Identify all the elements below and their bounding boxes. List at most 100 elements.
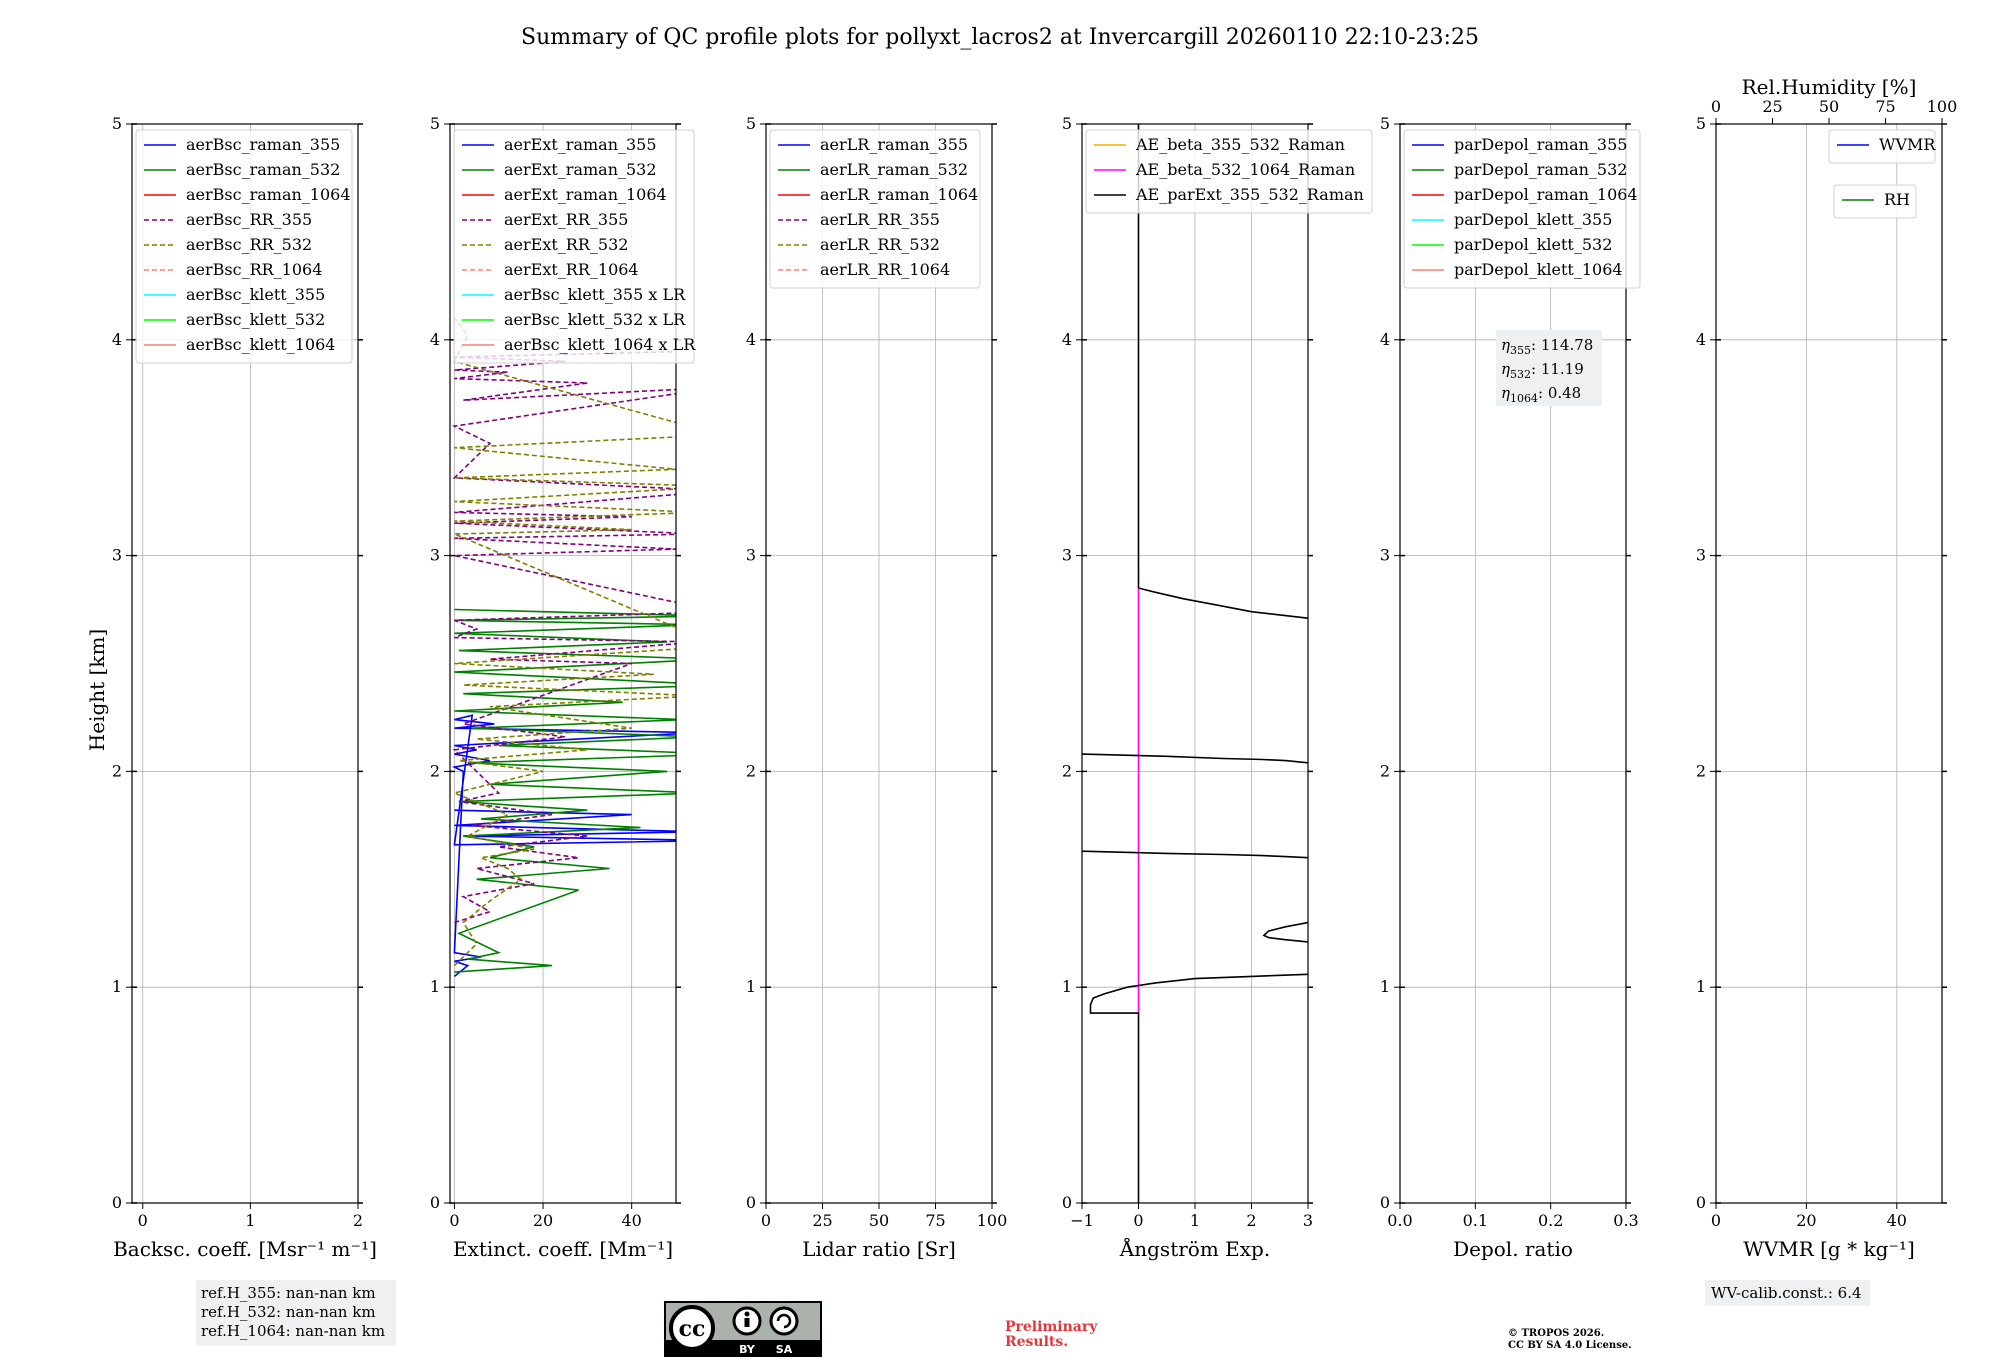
ref-h-1064: ref.H_1064: nan-nan km	[201, 1322, 385, 1340]
x-tick-label: 2	[1246, 1211, 1256, 1230]
x-tick-label: 40	[622, 1211, 642, 1230]
legend-entry: parDepol_raman_1064	[1454, 185, 1638, 204]
x-axis-label: WVMR [g * kg⁻¹]	[1743, 1237, 1915, 1261]
y-tick-label: 3	[1696, 546, 1706, 565]
y-tick-label: 5	[112, 114, 122, 133]
y-tick-label: 1	[430, 977, 440, 996]
y-tick-label: 1	[1696, 977, 1706, 996]
legend-entry: parDepol_klett_1064	[1454, 260, 1623, 279]
y-tick-label: 3	[1062, 546, 1072, 565]
axes-frame	[1399, 123, 1627, 1204]
x-tick-label: 75	[925, 1211, 945, 1230]
y-tick-label: 0	[746, 1193, 756, 1212]
legend-entry: aerLR_raman_532	[820, 160, 968, 179]
wv-calib-text: WV-calib.const.: 6.4	[1711, 1284, 1862, 1302]
x-axis-label: Ångström Exp.	[1119, 1236, 1270, 1261]
x-tick-label: 0	[761, 1211, 771, 1230]
preliminary-text-1: Preliminary	[1005, 1319, 1098, 1335]
x-tick-label: 20	[1796, 1211, 1816, 1230]
axes-frame	[449, 123, 677, 1204]
legend-entry: aerBsc_klett_1064 x LR	[504, 335, 696, 354]
legend-rh-frame	[1833, 184, 1917, 219]
legend-frame	[1403, 129, 1641, 289]
x-tick-label: 1	[245, 1211, 255, 1230]
x-tick-label: 3	[1303, 1211, 1313, 1230]
sa-arrow-icon	[776, 1313, 792, 1329]
top-x-tick-label: 100	[1927, 97, 1958, 116]
legend-entry: aerBsc_klett_532 x LR	[504, 310, 686, 329]
x-tick-label: 25	[812, 1211, 832, 1230]
eta-entry: η532: 11.19	[1501, 360, 1584, 381]
preliminary-text-2: Results.	[1005, 1334, 1068, 1350]
y-tick-label: 4	[430, 330, 440, 349]
sa-share-icon	[769, 1306, 799, 1336]
x-axis-label: Extinct. coeff. [Mm⁻¹]	[453, 1237, 673, 1261]
series-line-AE_parExt_355_532_Raman	[1082, 753, 1308, 764]
ref-h-355: ref.H_355: nan-nan km	[201, 1284, 376, 1302]
axes-frame	[131, 123, 359, 1204]
legend-entry: parDepol_raman_355	[1454, 135, 1627, 154]
legend-entry: parDepol_klett_355	[1454, 210, 1612, 229]
y-tick-label: 1	[746, 977, 756, 996]
eta-entry: η355: 114.78	[1501, 336, 1593, 357]
legend-frame	[1828, 129, 1936, 164]
series-group	[451, 317, 676, 978]
legend-entry: aerBsc_klett_355	[186, 285, 325, 304]
y-tick-label: 0	[112, 1193, 122, 1212]
y-tick-label: 4	[1696, 330, 1706, 349]
y-tick-label: 2	[1062, 761, 1072, 780]
eta-value: : 11.19	[1531, 360, 1584, 378]
y-tick-label: 4	[112, 330, 122, 349]
series-line-AE_parExt_355_532_Raman	[1082, 850, 1308, 859]
legend-frame	[1085, 129, 1373, 214]
legend-entry: aerExt_RR_532	[504, 235, 628, 254]
by-person-head	[744, 1311, 750, 1317]
wv-calib-box-bg	[1705, 1280, 1870, 1306]
copyright-line-1: © TROPOS 2026.	[1508, 1328, 1604, 1339]
legend-entry: aerLR_raman_1064	[820, 185, 978, 204]
x-tick-label: 0	[1711, 1211, 1721, 1230]
x-tick-label: 100	[977, 1211, 1008, 1230]
x-tick-label: 0	[138, 1211, 148, 1230]
series-line-aerExt_RR_532	[451, 317, 676, 967]
eta-subscript: 355	[1510, 344, 1531, 357]
legend-frame	[135, 129, 353, 364]
ref-height-box: ref.H_355: nan-nan km ref.H_532: nan-nan…	[196, 1280, 396, 1346]
legend-entry: AE_beta_355_532_Raman	[1135, 135, 1345, 154]
y-tick-label: 4	[1380, 330, 1390, 349]
series-line-AE_parExt_355_532_Raman	[1138, 587, 1308, 619]
y-tick-label: 4	[746, 330, 756, 349]
x-tick-label: 50	[869, 1211, 889, 1230]
y-tick-label: 2	[112, 761, 122, 780]
eta-box	[1496, 330, 1602, 406]
legend-entry: aerLR_RR_532	[820, 235, 940, 254]
panel-3: 0 25 50 75 100 0 1 2 3 4 5 Lidar ratio [Sr] aerLR_ra…	[746, 114, 1007, 1261]
y-tick-label: 0	[430, 1193, 440, 1212]
x-axis-label: Depol. ratio	[1453, 1237, 1573, 1261]
x-tick-label: 40	[1887, 1211, 1907, 1230]
by-person-body	[744, 1318, 750, 1327]
top-x-tick-label: 50	[1819, 97, 1839, 116]
legend-entry: aerBsc_RR_532	[186, 235, 312, 254]
series-line-aerExt_raman_355	[451, 714, 676, 978]
y-tick-label: 2	[1696, 761, 1706, 780]
series-line-AE_parExt_355_532_Raman	[1089, 973, 1308, 1203]
panel-1: 0 1 2 0 1 2 3 4 5 Backsc. coeff. [Msr⁻¹ m⁻¹] aerBs…	[112, 114, 377, 1261]
y-tick-label: 1	[1062, 977, 1072, 996]
series-line-aerExt_raman_532	[454, 608, 676, 973]
legend-entry: parDepol_raman_532	[1454, 160, 1627, 179]
cc-logo-text: cc	[679, 1316, 706, 1342]
panel-6: 0 20 40 0 25 50 75 100 Rel.Humidity [%] 0 1 2 3 4 5 WVM…	[1696, 75, 1957, 1261]
y-tick-label: 0	[1696, 1193, 1706, 1212]
y-tick-label: 3	[430, 546, 440, 565]
y-tick-label: 5	[1380, 114, 1390, 133]
legend-entry: aerBsc_raman_532	[186, 160, 340, 179]
y-tick-label: 2	[746, 761, 756, 780]
y-tick-label: 4	[1062, 330, 1072, 349]
series-group	[1082, 124, 1308, 1203]
y-tick-label: 5	[1062, 114, 1072, 133]
legend-entry: aerLR_RR_1064	[820, 260, 950, 279]
legend-entry: WVMR	[1879, 135, 1936, 154]
top-x-axis-label: Rel.Humidity [%]	[1742, 75, 1917, 99]
